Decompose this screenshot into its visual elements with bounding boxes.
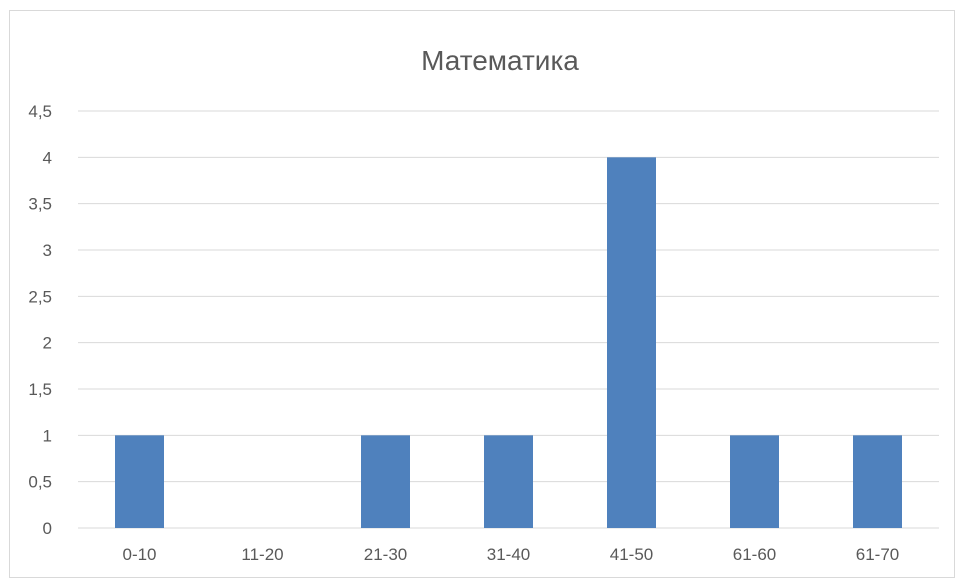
gridlines [78,110,939,529]
y-tick-label: 4 [43,148,52,167]
x-tick-label: 61-70 [856,545,899,564]
chart-frame [9,10,955,578]
bar-41-50 [607,157,656,529]
x-tick-label: 11-20 [241,545,283,564]
y-tick-label: 2,5 [28,287,52,306]
y-tick-label: 1 [43,426,52,445]
y-tick-label: 0,5 [28,473,52,492]
x-tick-label: 41-50 [610,545,653,564]
y-tick-label: 3 [43,241,52,260]
bar-21-30 [361,435,410,528]
x-tick-label: 31-40 [487,545,530,564]
chart-title: Математика [421,45,579,76]
bar-31-40 [484,435,533,528]
y-axis-ticks: 0 0,5 1 1,5 2 2,5 3 3,5 4 4,5 [28,102,52,538]
bar-61-60 [730,435,779,528]
bars [115,157,902,529]
y-tick-label: 4,5 [28,102,52,121]
x-tick-label: 61-60 [733,545,776,564]
bar-61-70 [853,435,902,528]
y-tick-label: 1,5 [28,380,52,399]
y-tick-label: 3,5 [28,195,52,214]
y-tick-label: 0 [43,519,52,538]
x-tick-label: 0-10 [122,545,156,564]
y-tick-label: 2 [43,334,52,353]
x-tick-label: 21-30 [364,545,407,564]
bar-0-10 [115,435,164,528]
x-axis-ticks: 0-10 11-20 21-30 31-40 41-50 61-60 61-70 [122,545,899,564]
